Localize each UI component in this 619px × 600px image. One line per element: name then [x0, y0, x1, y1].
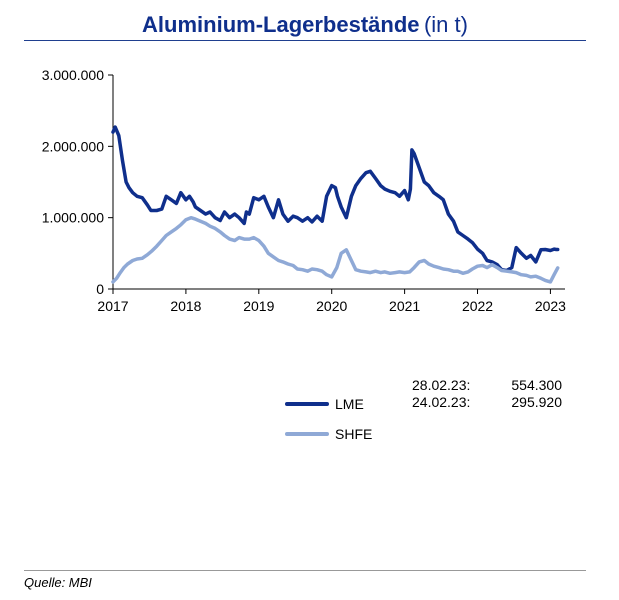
note-date-shfe: 24.02.23:	[412, 394, 471, 410]
note-date-lme: 28.02.23:	[412, 377, 471, 393]
note-row-shfe: 24.02.23: 295.920	[412, 394, 562, 411]
source-note: Quelle: MBI	[24, 570, 586, 590]
x-tick-label: 2018	[170, 298, 201, 314]
x-tick-label: 2019	[243, 298, 274, 314]
legend-item-shfe: SHFE	[285, 426, 372, 442]
legend-item-lme: LME	[285, 396, 364, 412]
note-row-lme: 28.02.23: 554.300	[412, 377, 562, 394]
chart-title: Aluminium-Lagerbestände (in t)	[24, 10, 586, 41]
chart-title-unit: (in t)	[423, 12, 468, 37]
note-value-shfe: 295.920	[511, 394, 562, 410]
x-tick-label: 2021	[389, 298, 420, 314]
latest-values: 28.02.23: 554.300 24.02.23: 295.920	[412, 377, 562, 411]
chart-title-main: Aluminium-Lagerbestände	[142, 12, 420, 37]
series-line-lme	[111, 125, 560, 273]
y-tick-label: 3.000.000	[42, 67, 104, 83]
x-tick-label: 2023	[535, 298, 566, 314]
legend-label-shfe: SHFE	[335, 426, 373, 442]
legend-swatch-lme	[285, 402, 329, 406]
x-tick-label: 2017	[97, 298, 128, 314]
legend-label-lme: LME	[335, 396, 364, 412]
note-value-lme: 554.300	[511, 377, 562, 393]
legend-swatch-shfe	[285, 432, 329, 436]
x-tick-label: 2022	[462, 298, 493, 314]
series-line-shfe	[111, 215, 560, 284]
y-tick-label: 0	[96, 281, 104, 297]
x-tick-label: 2020	[316, 298, 347, 314]
y-tick-label: 2.000.000	[42, 138, 104, 154]
y-tick-label: 1.000.000	[42, 210, 104, 226]
line-chart: 0 1.000.000 2.000.000 3.000.000 2017 2018 2019…	[42, 67, 566, 314]
